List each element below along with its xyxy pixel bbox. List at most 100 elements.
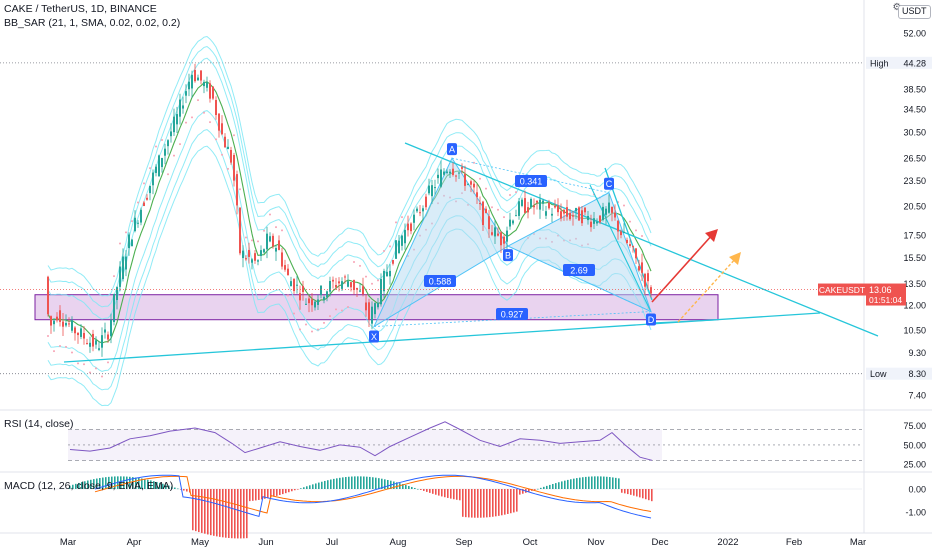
time-tick-label: Apr — [127, 537, 142, 548]
pattern-point-x-label: X — [371, 332, 377, 342]
candle-body — [128, 234, 130, 249]
macd-histogram-bar — [540, 487, 542, 489]
macd-histogram-bar — [600, 476, 602, 489]
candle-body — [398, 240, 400, 254]
macd-histogram-bar — [534, 489, 536, 490]
currency-selector[interactable]: USDT — [898, 5, 931, 19]
sar-dot — [485, 187, 487, 190]
price-tick-label: 38.50 — [903, 84, 926, 94]
rsi-line — [69, 421, 653, 461]
price-tick-label: 34.50 — [903, 105, 926, 115]
macd-histogram-bar — [273, 489, 275, 497]
macd-histogram-bar — [102, 477, 104, 489]
macd-histogram-bar — [504, 489, 506, 515]
candle-body — [506, 230, 508, 242]
candle-body — [650, 287, 652, 294]
candle-body — [443, 171, 445, 175]
candle-body — [347, 281, 349, 287]
macd-histogram-bar — [609, 477, 611, 489]
macd-histogram-bar — [264, 489, 266, 499]
indicator-legend-rsi[interactable]: RSI (14, close) — [4, 418, 74, 430]
candle-body — [254, 253, 256, 261]
candle-body — [404, 229, 406, 244]
candle-body — [641, 262, 643, 273]
candle-body — [149, 185, 151, 194]
macd-histogram-bar — [258, 489, 260, 500]
price-tick-label: 23.50 — [903, 176, 926, 186]
bullish-arrow-red — [651, 233, 714, 303]
macd-histogram-bar — [303, 487, 305, 489]
macd-histogram-bar — [576, 478, 578, 489]
candle-body — [428, 185, 430, 194]
sar-dot — [497, 208, 499, 211]
macd-histogram-bar — [501, 489, 503, 516]
price-tick-label: 17.50 — [903, 231, 926, 241]
macd-histogram-bar — [174, 487, 176, 489]
candle-body — [104, 329, 106, 333]
macd-histogram-bar — [408, 485, 410, 489]
time-tick-label: Oct — [523, 537, 538, 548]
macd-histogram-bar — [339, 477, 341, 489]
candle-body — [206, 82, 208, 88]
macd-histogram-bar — [483, 489, 485, 518]
macd-histogram-bar — [429, 489, 431, 493]
pattern-ratio-badge — [424, 275, 456, 287]
candle-body — [440, 169, 442, 187]
candle-body — [617, 220, 619, 232]
sar-dot — [113, 275, 115, 278]
candle-body — [464, 174, 466, 186]
macd-histogram-bar — [198, 489, 200, 533]
macd-histogram-bar — [108, 476, 110, 489]
candle-body — [515, 215, 517, 217]
candle-body — [80, 328, 82, 337]
macd-histogram-bar — [84, 481, 86, 489]
candle-body — [116, 287, 118, 300]
candle-body — [200, 70, 202, 81]
macd-histogram-bar — [459, 489, 461, 501]
macd-histogram-bar — [111, 476, 113, 489]
candle-body — [566, 207, 568, 217]
macd-histogram-bar — [282, 489, 284, 495]
candle-body — [95, 340, 97, 345]
candle-body — [512, 220, 514, 224]
candle-body — [344, 276, 346, 278]
pattern-ratio-label: 2.69 — [570, 266, 588, 276]
price-tick-label: 7.40 — [908, 391, 926, 401]
candle-body — [248, 249, 250, 257]
macd-histogram-bar — [378, 478, 380, 489]
candle-body — [368, 302, 370, 320]
macd-histogram-bar — [528, 489, 530, 492]
macd-histogram-bar — [240, 489, 242, 539]
settings-gear-icon[interactable]: ⚙ — [892, 2, 902, 13]
indicator-legend-macd[interactable]: MACD (12, 26, close, 9, EMA, EMA) — [4, 480, 174, 492]
candle-body — [401, 235, 403, 246]
candle-body — [437, 174, 439, 179]
candle-body — [488, 216, 490, 230]
macd-histogram-bar — [270, 489, 272, 498]
sar-dot — [77, 362, 79, 365]
macd-histogram-bar — [327, 480, 329, 489]
indicator-legend-bb-sar[interactable]: BB_SAR (21, 1, SMA, 0.02, 0.02, 0.2) — [4, 17, 181, 29]
candle-body — [53, 320, 55, 325]
candle-body — [179, 99, 181, 117]
macd-histogram-bar — [300, 488, 302, 489]
macd-pane: 0.00 -1.00 — [0, 474, 926, 539]
price-tick-label: 30.50 — [903, 128, 926, 138]
macd-histogram-bar — [309, 485, 311, 489]
candle-body — [602, 206, 604, 220]
macd-histogram-bar — [222, 489, 224, 538]
sar-dot — [221, 153, 223, 156]
candle-body — [92, 333, 94, 347]
macd-histogram-bar — [156, 481, 158, 489]
candle-body — [470, 181, 472, 185]
candle-body — [497, 233, 499, 236]
macd-histogram-bar — [423, 489, 425, 491]
macd-histogram-bar — [297, 489, 299, 490]
macd-histogram-bar — [603, 476, 605, 489]
macd-histogram-bar — [471, 489, 473, 518]
macd-line — [94, 474, 652, 519]
candle-body — [218, 113, 220, 131]
macd-histogram-bar — [435, 489, 437, 495]
